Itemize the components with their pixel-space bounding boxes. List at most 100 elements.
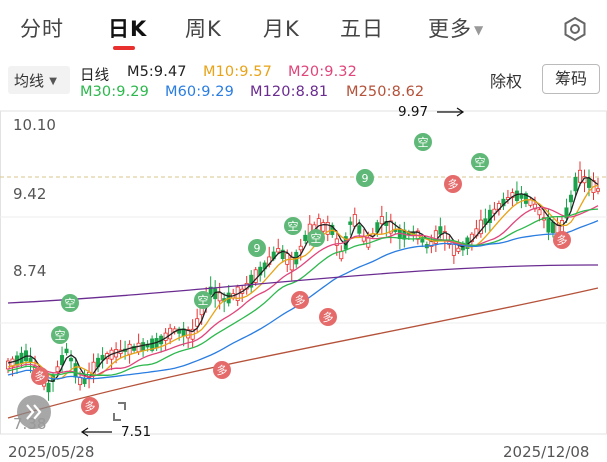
candle-body [550, 221, 555, 233]
short-signal-badge-label: 空 [475, 155, 486, 169]
candle-body [456, 247, 461, 252]
candle-body [577, 169, 582, 183]
candle-body [568, 194, 573, 203]
candle-body [573, 177, 578, 192]
fullscreen-icon[interactable] [113, 402, 126, 421]
candle-body [321, 222, 326, 232]
candle-body [28, 357, 33, 363]
candle-body [586, 178, 591, 188]
candle-body [78, 376, 83, 386]
candle-body [73, 363, 78, 378]
moving-average-line [7, 205, 599, 378]
period-tab-bar: 分时 日K 周K 月K 五日 更多 ▼ [0, 0, 607, 56]
nine-signal-badge [356, 169, 374, 187]
long-signal-badge-label: 多 [85, 399, 96, 413]
long-signal-badge-label: 多 [35, 369, 46, 383]
candle-body [325, 222, 330, 235]
candle-body [280, 249, 285, 260]
candle-body [150, 338, 155, 351]
candle-body [537, 209, 542, 216]
candle-body [348, 221, 353, 225]
short-signal-badge [194, 291, 212, 309]
ma250-line [7, 287, 599, 419]
candle-body [177, 328, 182, 334]
candle-body [141, 342, 146, 351]
candle-body [596, 188, 601, 192]
long-signal-badge [553, 231, 571, 249]
candle-body [451, 243, 456, 256]
ma250-value: M250:8.62 [346, 84, 425, 100]
candle-body [379, 216, 384, 225]
candle-body [217, 292, 222, 302]
tab-more-label: 更多 [428, 17, 472, 41]
short-signal-badge [51, 326, 69, 344]
long-signal-badge-label: 多 [557, 233, 568, 247]
long-signal-badge-label: 多 [217, 363, 228, 377]
arrow-head-icon [456, 107, 465, 117]
candle-body [186, 329, 191, 339]
candle-body [487, 209, 492, 224]
moving-average-line [7, 177, 599, 383]
chip-distribution-button[interactable]: 筹码 [542, 64, 600, 94]
tab-monthly-k[interactable]: 月K [263, 17, 300, 41]
candle-body [136, 342, 141, 353]
candle-body [55, 366, 60, 373]
ex-rights-toggle[interactable]: 除权 [490, 72, 523, 91]
candle-body [514, 190, 519, 202]
chart-frame [0, 110, 607, 435]
short-signal-badge [414, 133, 432, 151]
tab-more[interactable]: 更多 ▼ [428, 13, 484, 43]
long-signal-badge [81, 397, 99, 415]
caret-down-icon: ▼ [46, 76, 57, 87]
candle-body [339, 250, 344, 260]
tab-weekly-k[interactable]: 周K [185, 17, 222, 41]
long-signal-badge [319, 308, 337, 326]
short-signal-badge [284, 217, 302, 235]
settings-icon[interactable] [562, 16, 588, 42]
ma120-line [7, 264, 599, 304]
ma5-value: M5:9.47 [127, 64, 187, 80]
candle-body [208, 286, 213, 295]
indicator-selector-label: 均线 [14, 72, 45, 90]
collapse-panel-button[interactable] [17, 395, 51, 429]
long-signal-badge [444, 175, 462, 193]
short-signal-badge-label: 空 [65, 296, 76, 310]
candle-body [469, 233, 474, 242]
short-signal-badge [307, 229, 325, 247]
caret-down-icon: ▼ [474, 23, 485, 37]
candle-body [249, 274, 254, 288]
candle-body [478, 219, 483, 235]
candle-body [276, 248, 281, 253]
candle-body [492, 208, 497, 214]
tab-daily-k[interactable]: 日K [108, 17, 148, 41]
short-signal-badge-label: 空 [311, 231, 322, 245]
tab-five-day[interactable]: 五日 [340, 17, 384, 41]
candle-body [357, 225, 362, 234]
candle-body [334, 238, 339, 246]
tab-intraday[interactable]: 分时 [20, 17, 64, 41]
candle-body [303, 234, 308, 242]
min-price-label: 7.51 [121, 424, 152, 440]
moving-average-line [7, 184, 599, 380]
short-signal-badge-label: 空 [55, 328, 66, 342]
indicator-selector[interactable]: 均线 ▼ [8, 66, 70, 94]
price-axis-bottom: 7.38 [13, 415, 47, 433]
long-signal-badge [291, 291, 309, 309]
candle-body [546, 218, 551, 233]
candle-body [523, 193, 528, 204]
active-tab-indicator [113, 46, 135, 50]
candle-body [438, 226, 443, 235]
line-type-label: 日线 [80, 68, 110, 84]
candles-layer [6, 161, 601, 401]
candle-body [69, 357, 74, 362]
moving-average-line [7, 208, 599, 376]
candle-body [519, 194, 524, 199]
price-axis-high: 10.10 [13, 116, 56, 134]
candle-body [195, 318, 200, 327]
ma120-value: M120:8.81 [250, 84, 329, 100]
candle-body [253, 269, 258, 283]
candle-body [433, 230, 438, 244]
candle-body [60, 355, 65, 366]
